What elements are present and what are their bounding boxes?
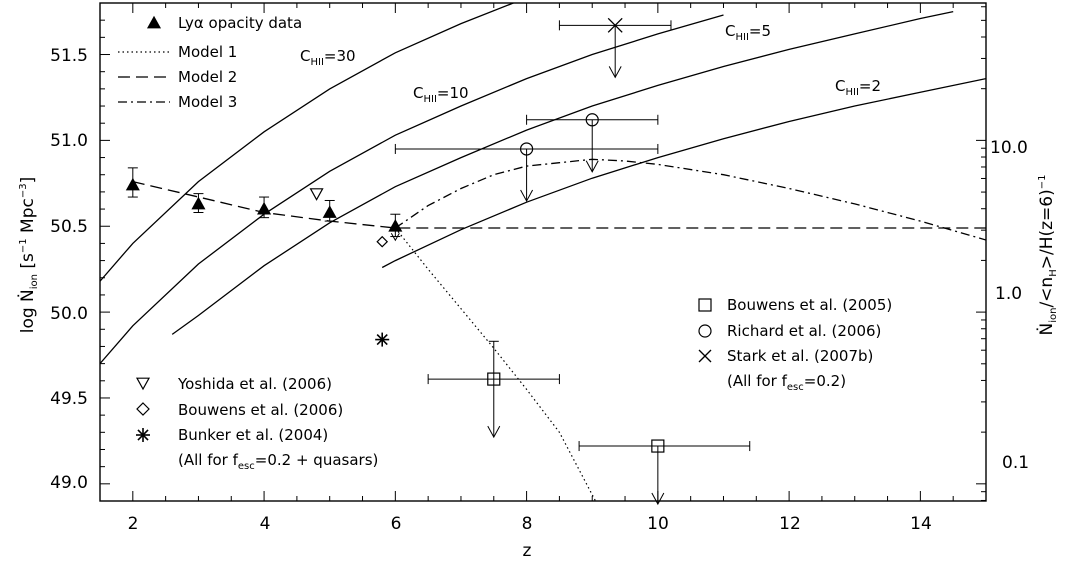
asterisk-stroke	[376, 333, 388, 346]
legend-label-stark: Stark et al. (2007b)	[727, 347, 873, 365]
legend-marker-yoshida	[135, 377, 151, 391]
legend-label-bouwens-2006: Bouwens et al. (2006)	[178, 401, 343, 419]
x-tick-label: 2	[128, 514, 139, 534]
arrow-head	[608, 66, 622, 79]
y-tick-label: 51.0	[50, 131, 88, 151]
y-tick-label: 50.5	[50, 217, 88, 237]
legend-label-model-2: Model 2	[178, 68, 237, 86]
richard-point	[585, 113, 599, 127]
y-tick-label: 49.5	[50, 389, 88, 409]
richard-point	[519, 142, 534, 156]
chii-label-30: CHII=30	[300, 47, 356, 68]
plot-frame	[99, 2, 987, 502]
asterisk-stroke	[137, 429, 149, 441]
legend-label-bunker: Bunker et al. (2004)	[178, 426, 328, 444]
stark-point	[607, 17, 623, 33]
right-tick-labels: 0.1 1.0 10.0	[990, 138, 1029, 473]
lya-limit-arrow	[390, 232, 400, 242]
model-lines	[132, 158, 986, 501]
literature-points	[309, 17, 751, 506]
x-tick-label: 4	[260, 514, 271, 534]
lya-point	[388, 219, 403, 232]
chii-label-10: CHII=10	[413, 84, 469, 105]
chii-label-2: CHII=2	[835, 77, 881, 98]
right-tick-label: 1.0	[995, 284, 1022, 304]
chii-curves	[100, 3, 986, 365]
legend-label-richard: Richard et al. (2006)	[727, 322, 881, 340]
lya-point	[257, 201, 272, 215]
y-tick-label: 49.0	[50, 473, 88, 493]
chii-label-5: CHII=5	[725, 22, 771, 43]
x-tick-label: 12	[779, 514, 801, 534]
legend-label-model-3: Model 3	[178, 93, 237, 111]
y-axis-label-right: Ṅion/<nH>/H(z=6)−1	[1036, 175, 1059, 336]
arrow-head	[651, 492, 665, 506]
note-bottom-left: (All for fesc=0.2 + quasars)	[178, 451, 378, 472]
bouwens-2006-point	[376, 235, 389, 248]
legend-label-lya: Lyα opacity data	[178, 14, 302, 32]
x-tick-label: 8	[522, 514, 533, 534]
arrow-head	[487, 425, 501, 439]
legend-label-model-1: Model 1	[178, 43, 237, 61]
arrow-head	[585, 160, 599, 173]
legend-marker-richard	[698, 324, 712, 338]
legend-right: Bouwens et al. (2005) Richard et al. (20…	[727, 296, 892, 393]
lya-point	[322, 205, 337, 218]
richard-arrow	[585, 119, 599, 173]
chii-labels: CHII=30 CHII=10 CHII=5 CHII=2	[300, 22, 881, 105]
cross-stroke	[698, 349, 712, 363]
note-right: (All for fesc=0.2)	[727, 372, 846, 393]
x-tick-label: 14	[910, 514, 932, 534]
bouwens-2005-arrow	[487, 379, 501, 439]
bunker-point	[375, 332, 390, 347]
yoshida-point	[309, 188, 324, 201]
y-tick-label: 51.5	[50, 46, 88, 66]
richard-arrow	[520, 148, 534, 203]
arrow-head	[520, 189, 534, 203]
lya-opacity-points	[125, 167, 403, 242]
legend-marker-bouwens-2006	[136, 402, 150, 416]
x-tick-labels: 2 4 6 8 10 12 14	[128, 514, 932, 534]
legend-label-bouwens-2005: Bouwens et al. (2005)	[727, 296, 892, 314]
chii-curve-30	[100, 3, 516, 282]
x-axis-label: z	[523, 541, 532, 561]
y-tick-label: 50.0	[50, 304, 88, 324]
lya-point	[125, 177, 140, 191]
model-3-line	[394, 158, 986, 241]
axes-frame	[99, 2, 987, 502]
bouwens-2005-point	[651, 439, 665, 453]
cross-stroke	[607, 17, 623, 33]
legend-top: Lyα opacity data Model 1 Model 2 Model 3	[178, 14, 302, 111]
x-tick-label: 10	[647, 514, 669, 534]
legend-bottom-left: Yoshida et al. (2006) Bouwens et al. (20…	[177, 375, 378, 472]
right-tick-label: 0.1	[1002, 453, 1029, 473]
legend-markers	[118, 15, 712, 442]
legend-marker-stark	[698, 349, 712, 363]
y-axis-label-left: log Ṅion [s−1 Mpc−3]	[17, 177, 40, 334]
lya-point	[191, 196, 206, 210]
bouwens-2005-point	[487, 372, 501, 386]
model-1-line	[394, 227, 597, 501]
legend-marker-bouwens-2005	[698, 298, 712, 312]
right-tick-label: 10.0	[990, 138, 1028, 158]
legend-marker-bunker	[136, 428, 150, 442]
legend-label-yoshida: Yoshida et al. (2006)	[177, 375, 332, 393]
chii-curve-5	[171, 10, 954, 335]
chii-curve-2	[381, 77, 986, 269]
legend-marker-lya	[146, 15, 162, 29]
stark-arrow	[608, 25, 622, 79]
chii-curve-10	[100, 14, 724, 365]
model-2-line	[132, 180, 986, 229]
y-tick-labels: 49.0 49.5 50.0 50.5 51.0 51.5	[50, 46, 88, 493]
x-tick-label: 6	[391, 514, 402, 534]
